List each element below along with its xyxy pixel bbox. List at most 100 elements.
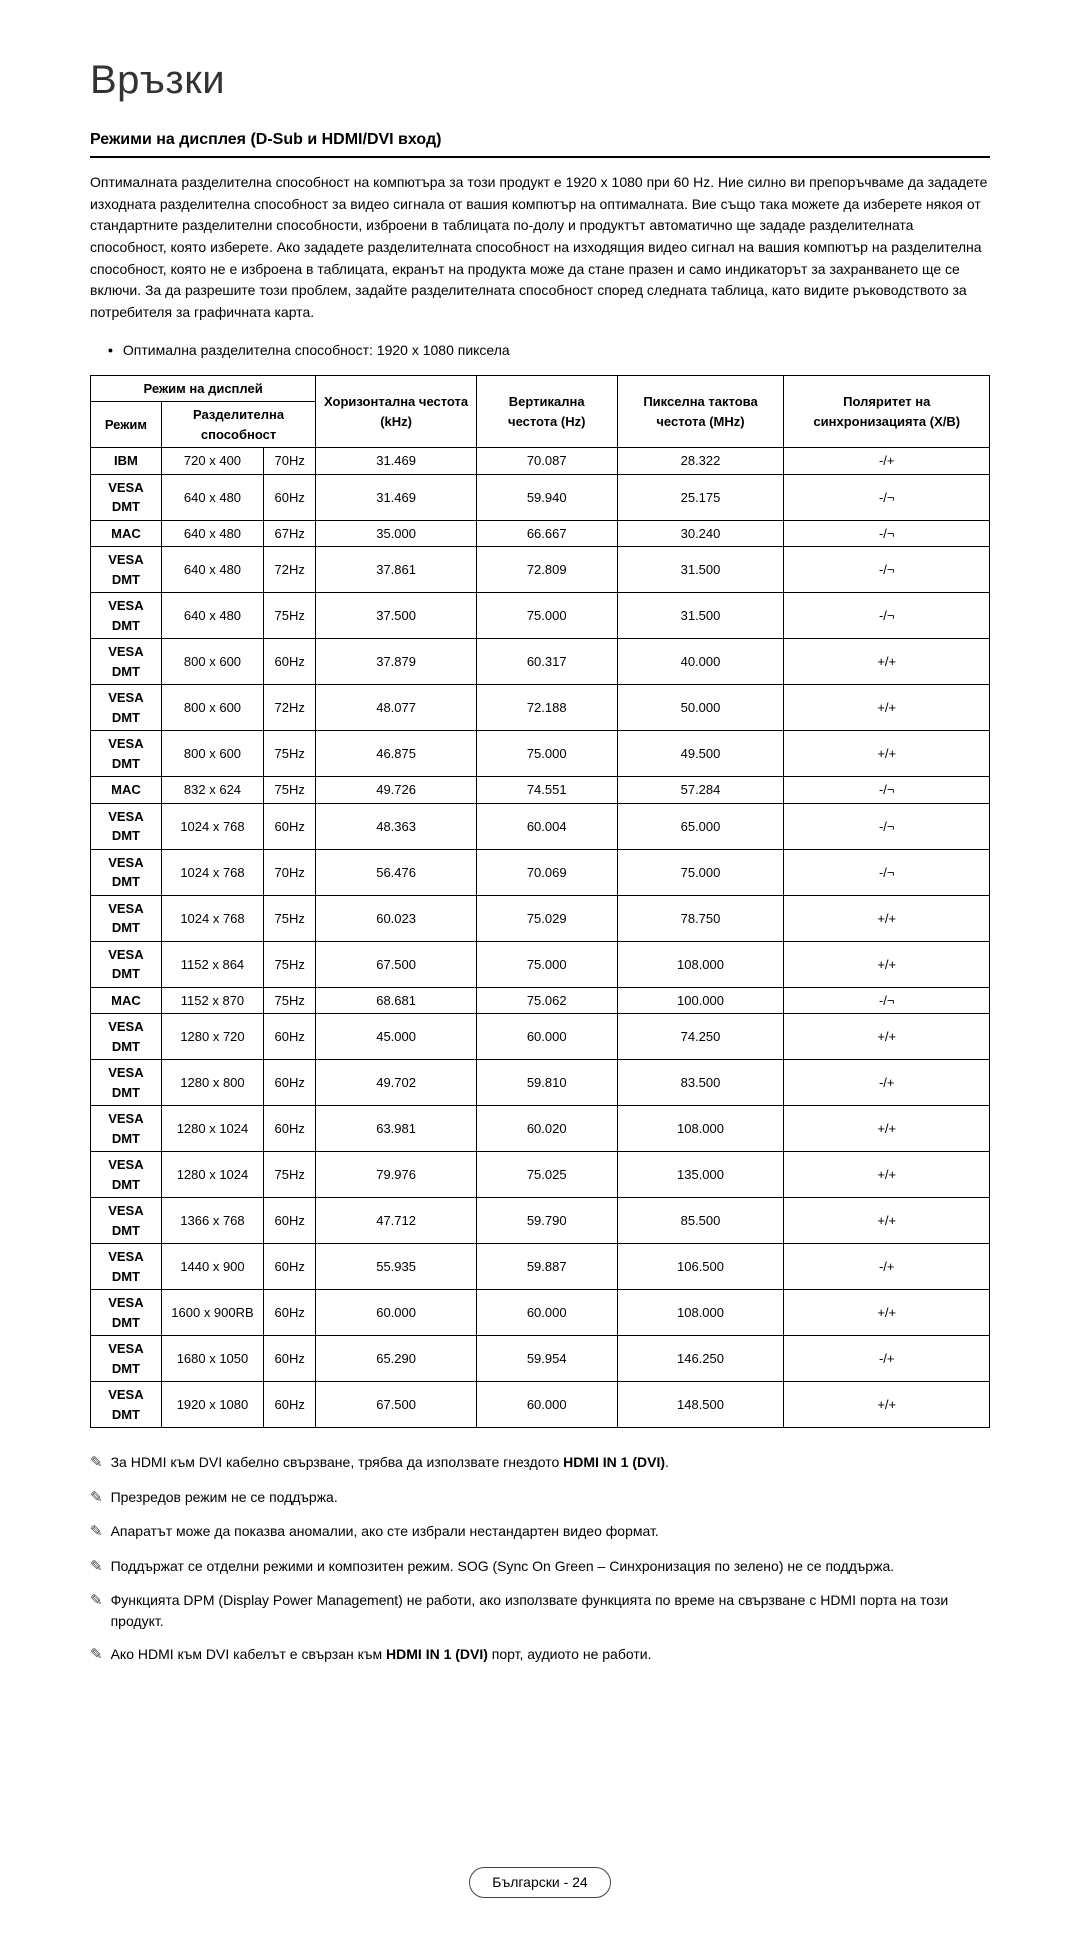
table-cell: VESA DMT (91, 1014, 162, 1060)
table-cell: 59.887 (476, 1244, 617, 1290)
bullet-list: Оптимална разделителна способност: 1920 … (90, 340, 990, 361)
table-cell: VESA DMT (91, 1382, 162, 1428)
note-text: За HDMI към DVI кабелно свързване, трябв… (111, 1452, 990, 1473)
intro-paragraph: Оптималната разделителна способност на к… (90, 172, 990, 324)
table-cell: VESA DMT (91, 731, 162, 777)
table-cell: 83.500 (617, 1060, 784, 1106)
table-row: VESA DMT1152 x 86475Hz67.50075.000108.00… (91, 941, 990, 987)
table-cell: 30.240 (617, 520, 784, 547)
table-cell: 60Hz (264, 639, 316, 685)
table-cell: VESA DMT (91, 1198, 162, 1244)
table-row: MAC832 x 62475Hz49.72674.55157.284-/¬ (91, 777, 990, 804)
note-icon: ✎ (90, 1521, 103, 1544)
table-cell: 66.667 (476, 520, 617, 547)
table-cell: 85.500 (617, 1198, 784, 1244)
table-cell: 108.000 (617, 1106, 784, 1152)
table-cell: 108.000 (617, 1290, 784, 1336)
table-cell: 1024 x 768 (161, 849, 263, 895)
table-cell: VESA DMT (91, 685, 162, 731)
table-cell: -/¬ (784, 987, 990, 1014)
table-cell: +/+ (784, 731, 990, 777)
table-cell: 640 x 480 (161, 593, 263, 639)
table-cell: 31.469 (316, 448, 477, 475)
table-cell: 46.875 (316, 731, 477, 777)
table-row: VESA DMT1440 x 90060Hz55.93559.887106.50… (91, 1244, 990, 1290)
table-cell: 67Hz (264, 520, 316, 547)
table-cell: 70.087 (476, 448, 617, 475)
table-cell: 74.250 (617, 1014, 784, 1060)
table-cell: 48.363 (316, 803, 477, 849)
table-cell: 70.069 (476, 849, 617, 895)
table-cell: 79.976 (316, 1152, 477, 1198)
table-cell: 60Hz (264, 474, 316, 520)
table-row: VESA DMT1366 x 76860Hz47.71259.79085.500… (91, 1198, 990, 1244)
table-cell: 35.000 (316, 520, 477, 547)
table-cell: VESA DMT (91, 1290, 162, 1336)
note-item: ✎ За HDMI към DVI кабелно свързване, тряб… (90, 1452, 990, 1475)
table-cell: 70Hz (264, 448, 316, 475)
table-cell: 1024 x 768 (161, 803, 263, 849)
table-cell: 60Hz (264, 1060, 316, 1106)
note-icon: ✎ (90, 1644, 103, 1667)
table-row: VESA DMT640 x 48060Hz31.46959.94025.175-… (91, 474, 990, 520)
table-cell: VESA DMT (91, 849, 162, 895)
table-row: MAC640 x 48067Hz35.00066.66730.240-/¬ (91, 520, 990, 547)
table-cell: MAC (91, 987, 162, 1014)
table-cell: 1600 x 900RB (161, 1290, 263, 1336)
table-cell: 1366 x 768 (161, 1198, 263, 1244)
footer-pill: Български - 24 (469, 1867, 610, 1898)
table-cell: VESA DMT (91, 1244, 162, 1290)
table-row: VESA DMT1280 x 102460Hz63.98160.020108.0… (91, 1106, 990, 1152)
table-cell: 60Hz (264, 1106, 316, 1152)
table-cell: 63.981 (316, 1106, 477, 1152)
table-row: VESA DMT1280 x 102475Hz79.97675.025135.0… (91, 1152, 990, 1198)
table-cell: 1280 x 1024 (161, 1106, 263, 1152)
table-cell: 640 x 480 (161, 547, 263, 593)
table-row: VESA DMT1920 x 108060Hz67.50060.000148.5… (91, 1382, 990, 1428)
table-cell: MAC (91, 520, 162, 547)
bullet-item: Оптимална разделителна способност: 1920 … (108, 340, 990, 361)
table-row: VESA DMT1280 x 72060Hz45.00060.00074.250… (91, 1014, 990, 1060)
table-row: MAC1152 x 87075Hz68.68175.062100.000-/¬ (91, 987, 990, 1014)
table-row: VESA DMT800 x 60060Hz37.87960.31740.000+… (91, 639, 990, 685)
table-cell: 60Hz (264, 1244, 316, 1290)
table-cell: 60.000 (476, 1290, 617, 1336)
table-cell: 37.879 (316, 639, 477, 685)
table-cell: 100.000 (617, 987, 784, 1014)
table-cell: 31.469 (316, 474, 477, 520)
note-item: ✎ Ако HDMI към DVI кабелът е свързан към … (90, 1644, 990, 1667)
table-cell: 60Hz (264, 1382, 316, 1428)
note-icon: ✎ (90, 1452, 103, 1475)
table-cell: 72.188 (476, 685, 617, 731)
table-cell: 1152 x 864 (161, 941, 263, 987)
table-cell: 106.500 (617, 1244, 784, 1290)
table-cell: -/¬ (784, 547, 990, 593)
table-cell: 60.000 (476, 1014, 617, 1060)
table-cell: 75.062 (476, 987, 617, 1014)
th-mode: Режим (91, 402, 162, 448)
note-icon: ✎ (90, 1590, 103, 1613)
note-item: ✎Презредов режим не се поддържа. (90, 1487, 990, 1510)
table-cell: -/¬ (784, 474, 990, 520)
table-cell: 72Hz (264, 685, 316, 731)
table-row: VESA DMT640 x 48072Hz37.86172.80931.500-… (91, 547, 990, 593)
table-cell: +/+ (784, 895, 990, 941)
table-cell: 49.702 (316, 1060, 477, 1106)
table-cell: 60.000 (316, 1290, 477, 1336)
table-cell: 37.861 (316, 547, 477, 593)
th-hfreq: Хоризонтална честота (kHz) (316, 375, 477, 448)
table-cell: 40.000 (617, 639, 784, 685)
table-cell: 60Hz (264, 1336, 316, 1382)
table-row: VESA DMT1600 x 900RB60Hz60.00060.000108.… (91, 1290, 990, 1336)
note-text: Ако HDMI към DVI кабелът е свързан към H… (111, 1644, 990, 1665)
note-item: ✎Функцията DPM (Display Power Management… (90, 1590, 990, 1632)
table-cell: 75.000 (476, 731, 617, 777)
table-cell: 60.000 (476, 1382, 617, 1428)
table-cell: 45.000 (316, 1014, 477, 1060)
table-cell: +/+ (784, 639, 990, 685)
timing-table: Режим на дисплей Хоризонтална честота (k… (90, 375, 990, 1429)
table-cell: -/¬ (784, 849, 990, 895)
table-cell: 67.500 (316, 941, 477, 987)
table-cell: 75.000 (476, 593, 617, 639)
table-cell: 65.290 (316, 1336, 477, 1382)
